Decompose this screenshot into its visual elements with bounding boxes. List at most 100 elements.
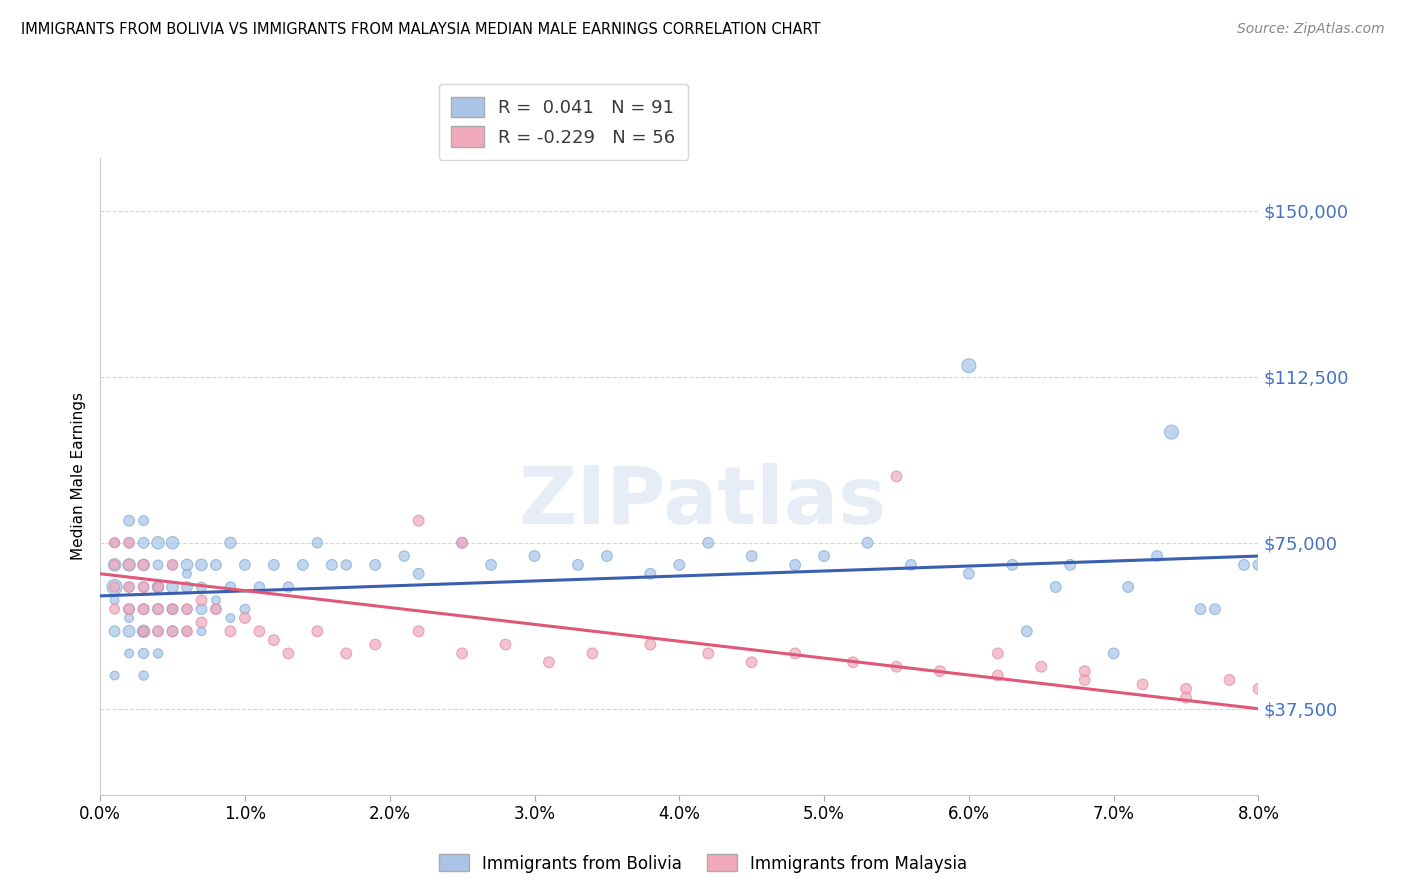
Point	[1175, 690, 1198, 705]
Point	[451, 535, 474, 549]
Point	[146, 535, 169, 549]
Point	[118, 602, 141, 616]
Point	[118, 558, 141, 572]
Legend: R =  0.041   N = 91, R = -0.229   N = 56: R = 0.041 N = 91, R = -0.229 N = 56	[439, 84, 688, 160]
Point	[697, 535, 720, 549]
Point	[190, 602, 212, 616]
Point	[146, 580, 169, 594]
Point	[118, 580, 141, 594]
Point	[277, 580, 299, 594]
Point	[1073, 673, 1095, 687]
Point	[277, 647, 299, 661]
Point	[176, 566, 198, 581]
Point	[132, 558, 155, 572]
Point	[581, 647, 603, 661]
Point	[162, 624, 184, 639]
Point	[1116, 580, 1139, 594]
Text: IMMIGRANTS FROM BOLIVIA VS IMMIGRANTS FROM MALAYSIA MEDIAN MALE EARNINGS CORRELA: IMMIGRANTS FROM BOLIVIA VS IMMIGRANTS FR…	[21, 22, 821, 37]
Point	[162, 580, 184, 594]
Point	[190, 558, 212, 572]
Point	[987, 647, 1010, 661]
Point	[176, 602, 198, 616]
Point	[190, 593, 212, 607]
Point	[104, 602, 127, 616]
Point	[495, 638, 517, 652]
Y-axis label: Median Male Earnings: Median Male Earnings	[72, 392, 86, 560]
Point	[104, 535, 127, 549]
Point	[451, 535, 474, 549]
Point	[118, 580, 141, 594]
Point	[957, 359, 980, 373]
Point	[263, 558, 285, 572]
Point	[900, 558, 922, 572]
Point	[176, 580, 198, 594]
Point	[176, 602, 198, 616]
Point	[162, 602, 184, 616]
Point	[1015, 624, 1038, 639]
Point	[929, 664, 952, 678]
Point	[104, 668, 127, 682]
Point	[118, 647, 141, 661]
Point	[1233, 558, 1256, 572]
Point	[104, 580, 127, 594]
Point	[408, 566, 430, 581]
Point	[146, 624, 169, 639]
Point	[176, 558, 198, 572]
Point	[132, 580, 155, 594]
Point	[118, 611, 141, 625]
Point	[1073, 664, 1095, 678]
Point	[146, 624, 169, 639]
Point	[842, 655, 865, 669]
Point	[219, 535, 242, 549]
Point	[640, 566, 662, 581]
Point	[146, 647, 169, 661]
Point	[886, 469, 908, 483]
Point	[104, 558, 127, 572]
Point	[567, 558, 589, 572]
Point	[104, 624, 127, 639]
Point	[146, 580, 169, 594]
Point	[668, 558, 690, 572]
Point	[307, 535, 329, 549]
Point	[205, 602, 228, 616]
Point	[146, 602, 169, 616]
Point	[1247, 681, 1270, 696]
Point	[1175, 681, 1198, 696]
Point	[118, 535, 141, 549]
Point	[132, 558, 155, 572]
Point	[190, 615, 212, 630]
Point	[132, 668, 155, 682]
Point	[1204, 602, 1226, 616]
Point	[132, 535, 155, 549]
Point	[146, 558, 169, 572]
Point	[263, 633, 285, 648]
Point	[118, 535, 141, 549]
Point	[118, 624, 141, 639]
Point	[596, 549, 619, 563]
Point	[132, 514, 155, 528]
Point	[219, 611, 242, 625]
Point	[205, 602, 228, 616]
Point	[233, 558, 256, 572]
Point	[957, 566, 980, 581]
Point	[132, 602, 155, 616]
Point	[697, 647, 720, 661]
Point	[190, 580, 212, 594]
Point	[1059, 558, 1081, 572]
Point	[392, 549, 415, 563]
Point	[247, 624, 270, 639]
Point	[408, 624, 430, 639]
Point	[162, 602, 184, 616]
Point	[132, 624, 155, 639]
Point	[162, 558, 184, 572]
Point	[479, 558, 502, 572]
Point	[219, 580, 242, 594]
Point	[408, 514, 430, 528]
Point	[856, 535, 879, 549]
Legend: Immigrants from Bolivia, Immigrants from Malaysia: Immigrants from Bolivia, Immigrants from…	[432, 847, 974, 880]
Point	[190, 624, 212, 639]
Point	[1102, 647, 1125, 661]
Point	[247, 580, 270, 594]
Point	[118, 602, 141, 616]
Point	[118, 558, 141, 572]
